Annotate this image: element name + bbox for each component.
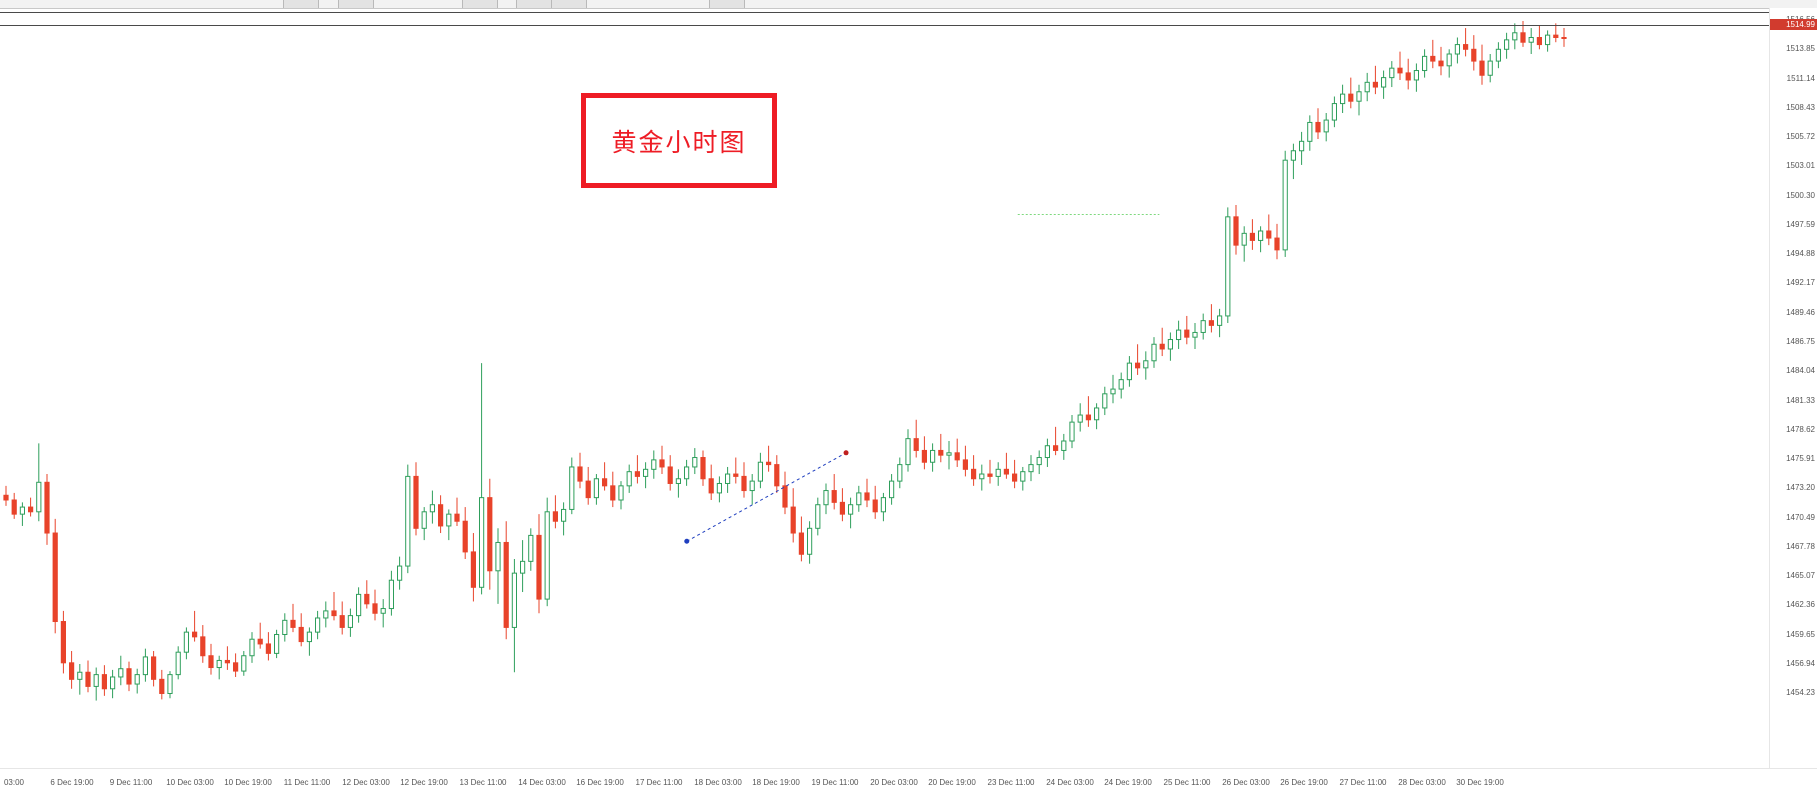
chart-plot-area[interactable] xyxy=(0,8,1770,769)
time-tick: 13 Dec 11:00 xyxy=(459,778,507,787)
time-tick: 19 Dec 11:00 xyxy=(811,778,859,787)
time-tick: 25 Dec 11:00 xyxy=(1163,778,1211,787)
time-axis[interactable]: 03:00 6 Dec 19:00 9 Dec 11:00 10 Dec 03:00 1… xyxy=(0,768,1817,795)
price-tick: 1503.01 xyxy=(1786,161,1815,171)
price-tick: 1486.75 xyxy=(1786,336,1815,346)
time-tick: 20 Dec 19:00 xyxy=(928,778,976,787)
time-tick: 30 Dec 19:00 xyxy=(1456,778,1504,787)
price-tick: 1489.46 xyxy=(1786,307,1815,317)
price-tick: 1513.85 xyxy=(1786,44,1815,54)
time-tick: 20 Dec 03:00 xyxy=(870,778,918,787)
price-tick: 1500.30 xyxy=(1786,190,1815,200)
current-price-label: 1514.99 xyxy=(1770,19,1817,30)
time-tick: 10 Dec 19:00 xyxy=(224,778,272,787)
time-tick: 6 Dec 19:00 xyxy=(50,778,94,787)
time-tick: 28 Dec 03:00 xyxy=(1398,778,1446,787)
time-tick: 9 Dec 11:00 xyxy=(109,778,153,787)
price-tick: 1475.91 xyxy=(1786,454,1815,464)
price-tick: 1511.14 xyxy=(1786,73,1815,83)
time-tick: 12 Dec 19:00 xyxy=(400,778,448,787)
time-tick: 10 Dec 03:00 xyxy=(166,778,214,787)
price-tick: 1494.88 xyxy=(1786,249,1815,259)
annotation-box: 黄金小时图 xyxy=(581,93,777,188)
time-tick: 26 Dec 03:00 xyxy=(1222,778,1270,787)
price-axis[interactable]: 1516.561513.851511.141508.431505.721503.… xyxy=(1769,8,1817,769)
time-tick: 16 Dec 19:00 xyxy=(576,778,624,787)
time-tick: 11 Dec 11:00 xyxy=(283,778,331,787)
current-price-line xyxy=(0,25,1770,26)
price-tick: 1465.07 xyxy=(1786,571,1815,581)
time-tick: 23 Dec 11:00 xyxy=(987,778,1035,787)
price-tick: 1497.59 xyxy=(1786,219,1815,229)
time-tick: 26 Dec 19:00 xyxy=(1280,778,1328,787)
time-tick: 18 Dec 03:00 xyxy=(694,778,742,787)
time-tick: 24 Dec 03:00 xyxy=(1046,778,1094,787)
price-tick: 1481.33 xyxy=(1786,395,1815,405)
time-tick: 12 Dec 03:00 xyxy=(342,778,390,787)
toolbar-segment[interactable] xyxy=(709,0,745,8)
price-tick: 1505.72 xyxy=(1786,132,1815,142)
toolbar-segment[interactable] xyxy=(551,0,587,8)
time-tick: 27 Dec 11:00 xyxy=(1339,778,1387,787)
price-tick: 1459.65 xyxy=(1786,629,1815,639)
price-tick: 1484.04 xyxy=(1786,366,1815,376)
time-tick: 14 Dec 03:00 xyxy=(518,778,566,787)
price-tick: 1508.43 xyxy=(1786,102,1815,112)
candlestick-series xyxy=(3,20,1567,701)
toolbar-segment[interactable] xyxy=(283,0,319,8)
toolbar-segment[interactable] xyxy=(338,0,374,8)
toolbar-strip[interactable] xyxy=(0,0,1817,9)
price-tick: 1470.49 xyxy=(1786,512,1815,522)
price-tick: 1462.36 xyxy=(1786,600,1815,610)
time-tick: 17 Dec 11:00 xyxy=(635,778,683,787)
upper-reference-line xyxy=(0,12,1770,13)
time-tick: 24 Dec 19:00 xyxy=(1104,778,1152,787)
price-tick: 1456.94 xyxy=(1786,658,1815,668)
price-tick: 1478.62 xyxy=(1786,424,1815,434)
time-tick: 03:00 xyxy=(3,778,25,787)
price-tick: 1473.20 xyxy=(1786,483,1815,493)
price-tick: 1454.23 xyxy=(1786,688,1815,698)
toolbar-segment[interactable] xyxy=(462,0,498,8)
price-tick: 1492.17 xyxy=(1786,278,1815,288)
toolbar-segment[interactable] xyxy=(516,0,552,8)
price-tick: 1467.78 xyxy=(1786,541,1815,551)
annotation-label: 黄金小时图 xyxy=(611,127,747,157)
time-tick: 18 Dec 19:00 xyxy=(752,778,800,787)
